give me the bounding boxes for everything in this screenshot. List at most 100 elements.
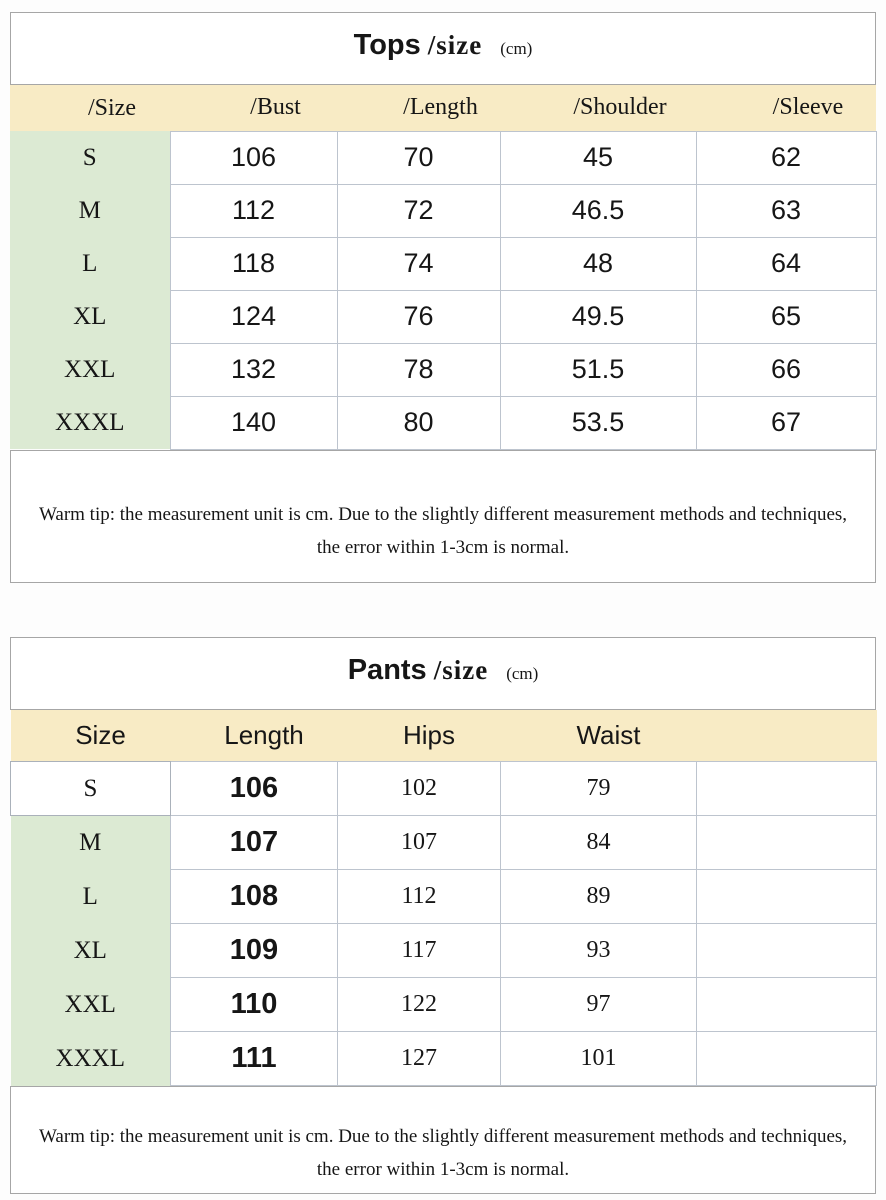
value-cell: 78 (336, 342, 501, 397)
size-cell: XXXL (10, 1031, 171, 1086)
value-cell: 64 (695, 236, 877, 291)
empty-cell (696, 869, 877, 924)
tops-section: Tops /size (cm) /Size /Bust /Length /Sho… (10, 12, 877, 583)
table-row: XXL 110 122 97 (10, 977, 877, 1032)
value-cell: 46.5 (499, 183, 697, 238)
pants-header-hips: Hips (337, 709, 501, 762)
value-cell: 49.5 (499, 289, 697, 344)
value-cell: 124 (169, 289, 338, 344)
size-cell: XXXL (10, 396, 170, 449)
pants-header-size: Size (10, 709, 171, 762)
tops-header-bust: /Bust (170, 85, 337, 131)
value-cell: 112 (169, 183, 338, 238)
empty-cell (696, 977, 877, 1032)
value-cell: 45 (499, 130, 697, 185)
tops-size-table: /Size /Bust /Length /Shoulder /Sleeve S … (10, 85, 877, 450)
value-cell: 80 (336, 395, 501, 450)
section-gap (10, 583, 876, 637)
empty-cell (696, 923, 877, 978)
table-row: XL 124 76 49.5 65 (10, 289, 877, 344)
value-cell: 74 (336, 236, 501, 291)
table-row: XL 109 117 93 (10, 923, 877, 978)
value-cell: 70 (336, 130, 501, 185)
size-cell: S (10, 131, 170, 184)
value-cell: 72 (336, 183, 501, 238)
value-cell: 106 (170, 761, 338, 816)
pants-header-row: Size Length Hips Waist (10, 709, 877, 762)
value-cell: 108 (170, 869, 338, 924)
value-cell: 112 (337, 869, 501, 924)
size-cell: M (10, 184, 170, 237)
tops-title: Tops /size (cm) (10, 12, 876, 85)
pants-warm-tip-text: Warm tip: the measurement unit is cm. Du… (38, 1125, 848, 1180)
table-row: S 106 70 45 62 (10, 130, 877, 185)
pants-title-unit: (cm) (506, 663, 539, 683)
value-cell: 67 (695, 395, 877, 450)
tops-warm-tip: Warm tip: the measurement unit is cm. Du… (10, 449, 876, 583)
value-cell: 140 (169, 395, 338, 450)
value-cell: 63 (695, 183, 877, 238)
pants-header-length: Length (170, 709, 338, 762)
value-cell: 132 (169, 342, 338, 397)
pants-header-waist: Waist (500, 709, 697, 762)
tops-header-sleeve: /Sleeve (696, 85, 876, 131)
value-cell: 106 (169, 130, 338, 185)
table-row: L 108 112 89 (10, 869, 877, 924)
tops-header-length: /Length (337, 85, 500, 131)
value-cell: 122 (337, 977, 501, 1032)
value-cell: 97 (500, 977, 697, 1032)
pants-size-table: Size Length Hips Waist S 106 102 79 M (10, 709, 877, 1086)
empty-cell (696, 815, 877, 870)
value-cell: 66 (695, 342, 877, 397)
value-cell: 101 (500, 1031, 697, 1086)
value-cell: 89 (500, 869, 697, 924)
value-cell: 107 (170, 815, 338, 870)
value-cell: 48 (499, 236, 697, 291)
pants-title: Pants /size (cm) (10, 636, 876, 710)
size-cell: L (10, 237, 170, 290)
table-row: S 106 102 79 (10, 761, 877, 816)
size-cell: XXL (10, 343, 170, 396)
tops-title-main: Tops (353, 29, 421, 61)
table-row: XXXL 140 80 53.5 67 (10, 395, 877, 450)
pants-title-sub: /size (433, 654, 489, 685)
pants-header-empty (696, 709, 877, 762)
tops-header-shoulder: /Shoulder (500, 85, 696, 131)
empty-cell (696, 1031, 877, 1086)
value-cell: 117 (337, 923, 501, 978)
size-cell: M (10, 815, 171, 870)
size-cell: XL (10, 923, 171, 978)
table-row: M 112 72 46.5 63 (10, 183, 877, 238)
value-cell: 107 (337, 815, 501, 870)
table-row: M 107 107 84 (10, 815, 877, 870)
size-cell: XL (10, 290, 170, 343)
value-cell: 84 (500, 815, 697, 870)
size-cell: S (10, 761, 171, 816)
value-cell: 65 (695, 289, 877, 344)
value-cell: 110 (170, 977, 338, 1032)
pants-title-main: Pants (347, 653, 427, 686)
tops-warm-tip-text: Warm tip: the measurement unit is cm. Du… (38, 503, 848, 558)
table-row: XXL 132 78 51.5 66 (10, 342, 877, 397)
pants-section: Pants /size (cm) Size Length Hips Waist … (10, 636, 877, 1194)
empty-cell (696, 761, 877, 816)
table-row: XXXL 111 127 101 (10, 1031, 877, 1086)
tops-header-size: /Size (10, 85, 170, 131)
value-cell: 127 (337, 1031, 501, 1086)
value-cell: 51.5 (499, 342, 697, 397)
value-cell: 111 (170, 1031, 338, 1086)
table-row: L 118 74 48 64 (10, 236, 877, 291)
value-cell: 109 (170, 923, 338, 978)
size-cell: XXL (10, 977, 171, 1032)
value-cell: 93 (500, 923, 697, 978)
size-cell: L (10, 869, 171, 924)
value-cell: 53.5 (499, 395, 697, 450)
value-cell: 118 (169, 236, 338, 291)
tops-header-row: /Size /Bust /Length /Shoulder /Sleeve (10, 85, 876, 131)
tops-title-unit: (cm) (500, 39, 533, 58)
value-cell: 79 (500, 761, 697, 816)
pants-warm-tip: Warm tip: the measurement unit is cm. Du… (10, 1086, 876, 1194)
value-cell: 102 (337, 761, 501, 816)
value-cell: 62 (695, 130, 877, 185)
